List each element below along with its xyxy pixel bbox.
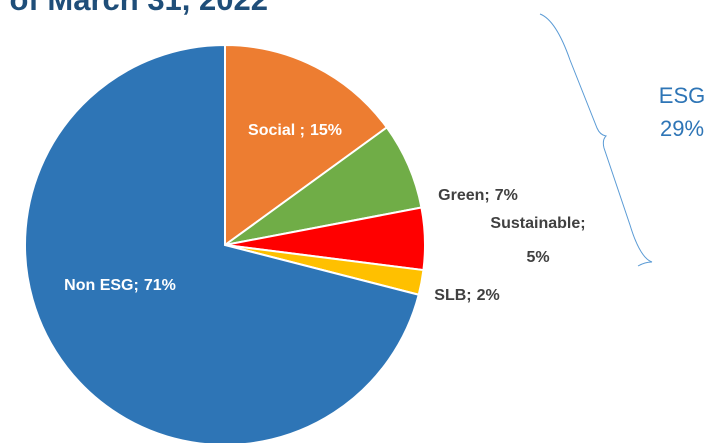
data-label: Non ESG; 71% [64,277,176,294]
data-label: Sustainable; 5% [490,215,585,266]
category-label: Green; [438,187,490,204]
value-label: 7% [495,187,518,204]
pie-slice [224,43,389,247]
data-label: SLB; 2% [434,287,499,304]
pie-slice [24,43,420,443]
category-label: Sustainable; [490,215,585,232]
category-label: Non ESG; [64,277,139,294]
category-label: SLB; [434,287,471,304]
chart-title: of March 31, 2022 [10,0,268,17]
annotation: 29% [660,116,704,141]
annotation: ESG [659,83,705,108]
category-label: Social ; [248,122,305,139]
data-label: Green; 7% [438,187,518,204]
value-label: 71% [144,277,176,294]
brace [539,13,653,267]
data-label: Social ; 15% [248,122,342,139]
value-label: 15% [310,122,342,139]
value-label: 2% [477,287,500,304]
value-label: 5% [526,249,549,266]
